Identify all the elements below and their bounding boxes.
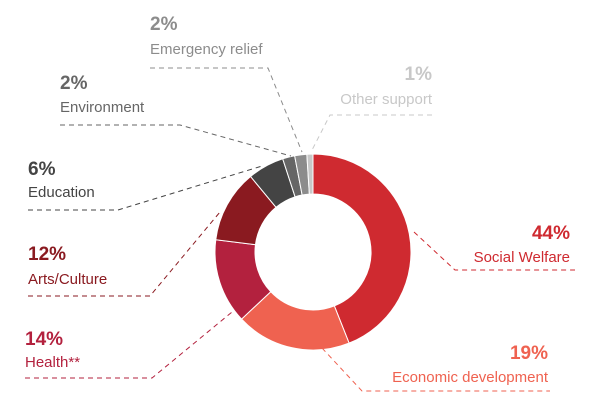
- category-label: Environment: [60, 99, 145, 116]
- leader-line: [150, 67, 303, 153]
- leader-line: [321, 347, 550, 392]
- leader-line: [25, 311, 233, 379]
- value-label: 2%: [60, 73, 88, 94]
- value-label: 44%: [532, 223, 570, 244]
- category-label: Education: [28, 184, 95, 201]
- category-label: Arts/Culture: [28, 271, 107, 288]
- category-label: Economic development: [392, 369, 549, 386]
- value-label: 2%: [150, 14, 178, 35]
- donut-segment: [312, 153, 412, 344]
- leader-line: [28, 211, 221, 297]
- category-label: Social Welfare: [474, 249, 570, 266]
- category-label: Emergency relief: [150, 41, 263, 58]
- value-label: 12%: [28, 244, 66, 265]
- category-label: Health**: [25, 354, 80, 371]
- leader-line: [413, 231, 575, 271]
- donut-segment: [306, 153, 314, 195]
- value-label: 6%: [28, 159, 56, 180]
- value-label: 19%: [510, 343, 548, 364]
- value-label: 14%: [25, 329, 63, 350]
- value-label: 1%: [405, 64, 433, 85]
- category-label: Other support: [340, 91, 433, 108]
- leader-line: [310, 114, 432, 153]
- leader-line: [28, 165, 263, 211]
- leader-line: [60, 124, 292, 157]
